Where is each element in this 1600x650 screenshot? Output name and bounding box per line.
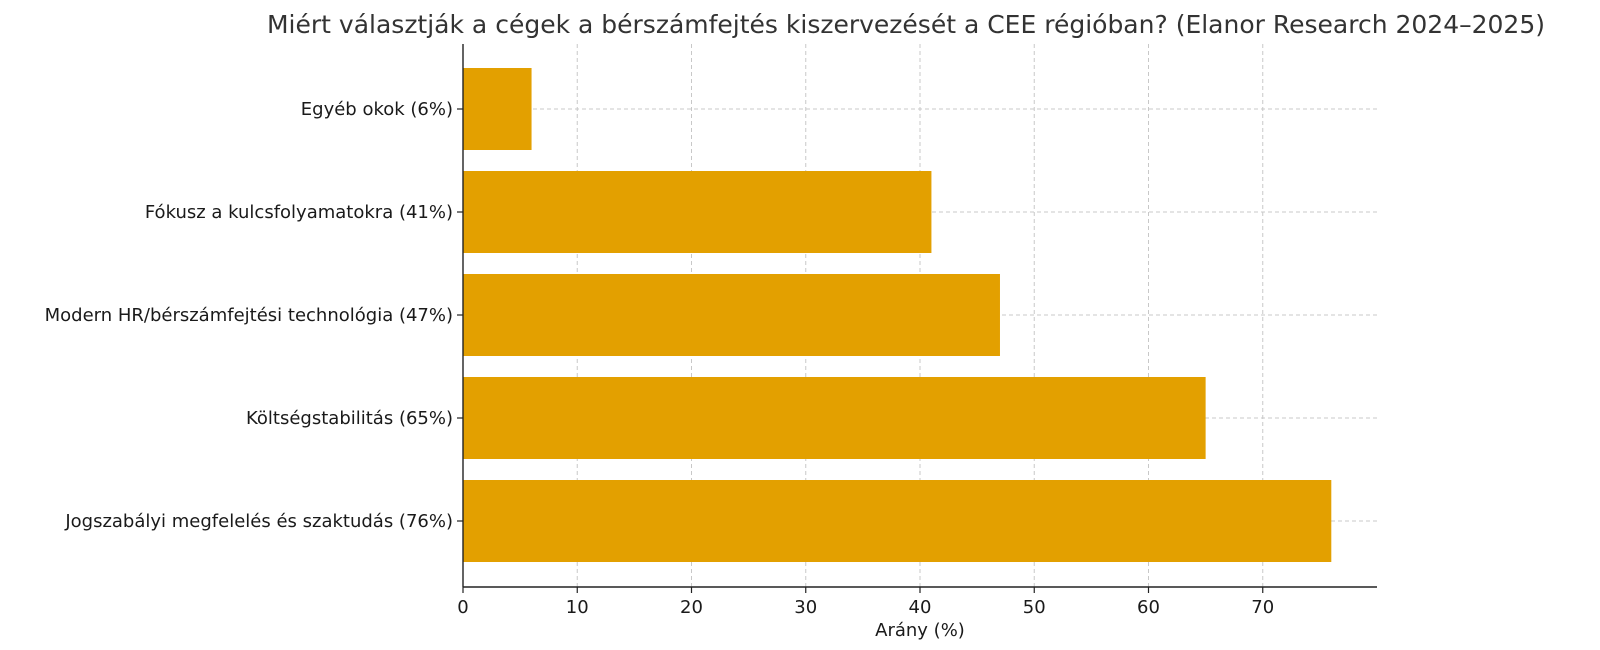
category-label: Modern HR/bérszámfejtési technológia (47… (45, 305, 453, 326)
bar (463, 377, 1206, 459)
bar (463, 480, 1332, 562)
bar (463, 274, 1000, 356)
bar (463, 171, 932, 253)
category-label: Költségstabilitás (65%) (246, 408, 453, 429)
chart-title: Miért választják a cégek a bérszámfejtés… (267, 10, 1545, 39)
x-tick-label: 10 (566, 597, 589, 618)
x-tick-label: 20 (680, 597, 703, 618)
category-labels: Jogszabályi megfelelés és szaktudás (76%… (45, 99, 463, 532)
x-ticks: 0 10 20 30 40 50 60 70 (457, 587, 1274, 618)
x-axis-label: Arány (%) (875, 620, 965, 641)
x-tick-label: 70 (1251, 597, 1274, 618)
x-tick-label: 50 (1023, 597, 1046, 618)
bar (463, 68, 532, 150)
category-label: Egyéb okok (6%) (301, 99, 453, 120)
category-label: Fókusz a kulcsfolyamatokra (41%) (145, 202, 453, 223)
bars (463, 68, 1332, 562)
x-tick-label: 40 (909, 597, 932, 618)
category-label: Jogszabályi megfelelés és szaktudás (76%… (64, 511, 453, 532)
x-tick-label: 0 (457, 597, 468, 618)
x-tick-label: 60 (1137, 597, 1160, 618)
x-tick-label: 30 (794, 597, 817, 618)
